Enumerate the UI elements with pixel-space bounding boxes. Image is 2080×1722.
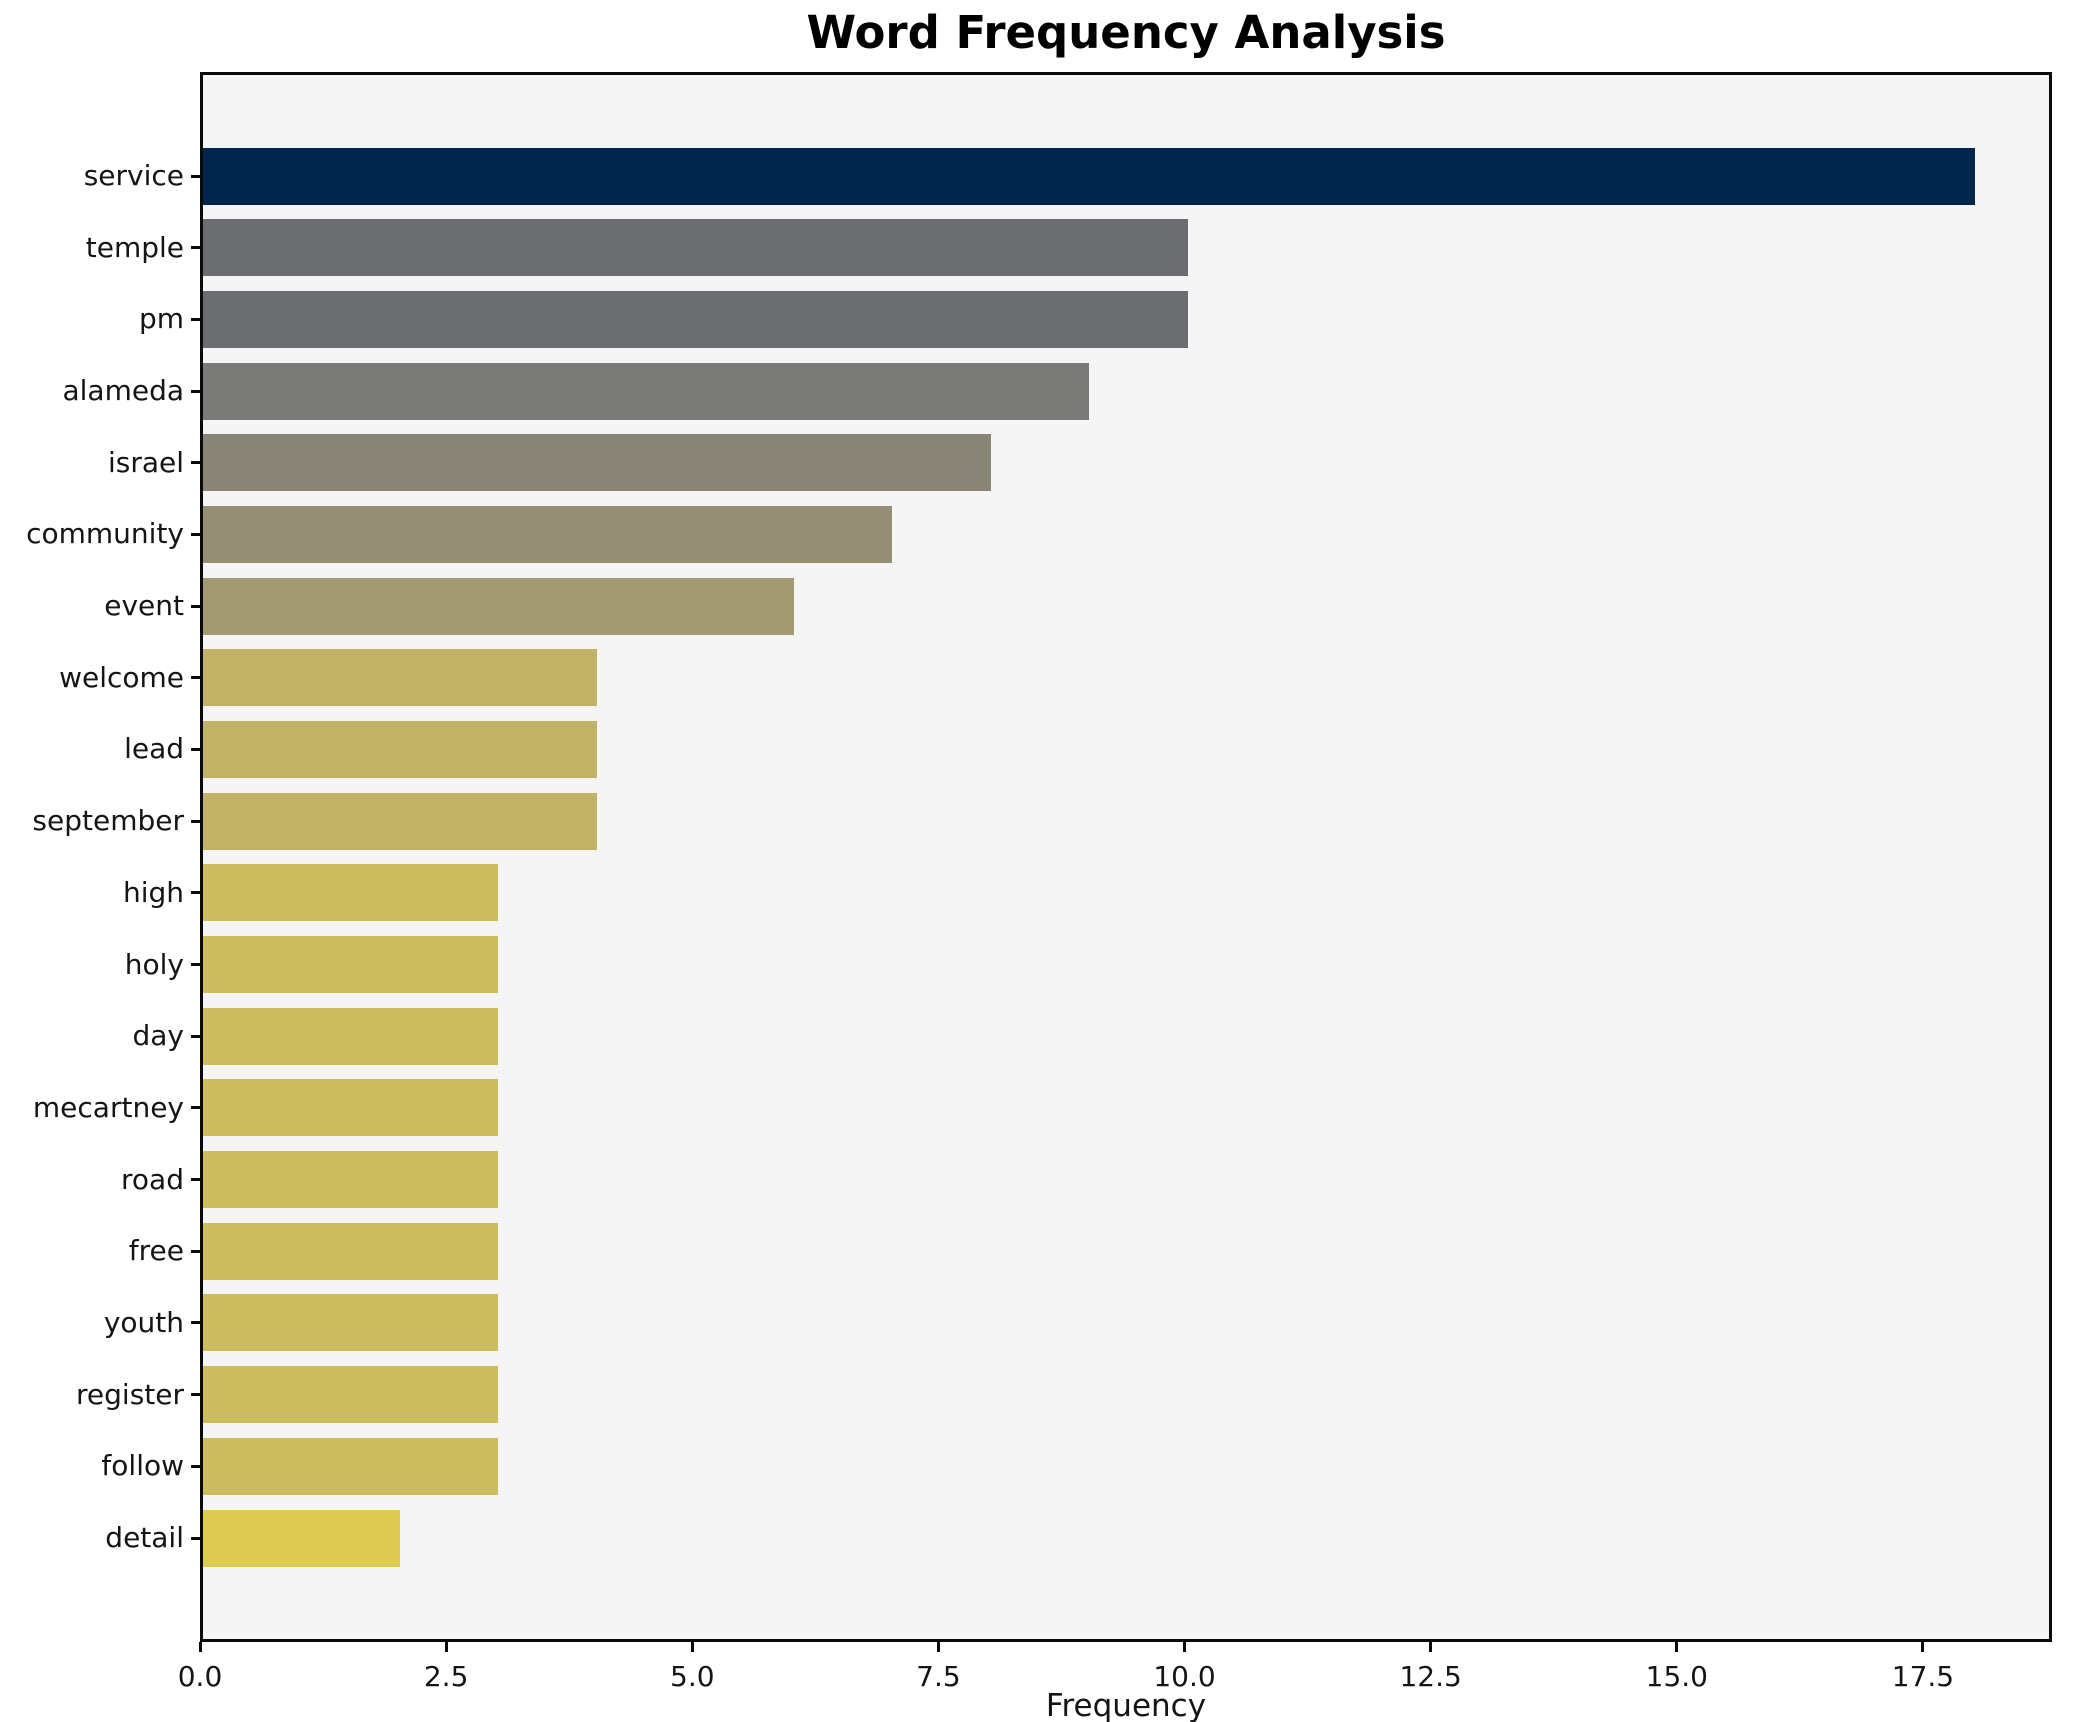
y-tick-mark [191,1464,200,1468]
x-tick-label-0.0: 0.0 [177,1660,223,1693]
y-tick-mark [191,246,200,250]
bar-lead [203,720,597,778]
y-tick-mark [191,963,200,967]
y-tick-label-high: high [122,875,184,909]
y-tick-mark [191,1321,200,1325]
bar-high [203,864,499,922]
y-tick-mark [191,389,200,393]
y-tick-mark [191,1393,200,1397]
x-tick-label-5.0: 5.0 [670,1660,715,1693]
y-tick-label-service: service [83,159,184,192]
x-tick-label-15.0: 15.0 [1645,1660,1708,1693]
x-tick-label-12.5: 12.5 [1399,1660,1462,1693]
bar-day [203,1007,499,1065]
bar-register [203,1366,499,1424]
y-tick-mark [191,461,200,465]
bar-mecartney [203,1079,499,1137]
bar-alameda [203,362,1090,420]
y-tick-mark [191,1536,200,1540]
y-tick-mark [191,174,200,178]
bar-event [203,577,794,635]
y-tick-mark [191,532,200,536]
bar-temple [203,219,1188,277]
bar-welcome [203,649,597,707]
y-tick-label-community: community [26,517,184,551]
y-tick-label-detail: detail [105,1521,184,1554]
x-tick-mark [198,1642,202,1652]
y-tick-mark [191,819,200,823]
x-tick-label-17.5: 17.5 [1891,1660,1955,1693]
y-tick-label-free: free [128,1234,184,1268]
y-tick-label-road: road [121,1162,184,1196]
bar-service [203,147,1976,205]
x-tick-label-10.0: 10.0 [1153,1660,1216,1693]
x-tick-label-7.5: 7.5 [916,1660,961,1693]
y-tick-label-welcome: welcome [59,660,184,694]
chart-title: Word Frequency Analysis [806,6,1446,59]
bar-israel [203,434,991,492]
y-tick-mark [191,1106,200,1110]
bar-road [203,1151,499,1209]
y-tick-mark [191,1034,200,1038]
x-tick-label-2.5: 2.5 [423,1660,469,1693]
bar-september [203,792,597,850]
y-tick-label-temple: temple [85,230,184,264]
y-tick-label-lead: lead [124,732,184,766]
x-tick-mark [1921,1642,1925,1652]
x-tick-mark [936,1642,940,1652]
bar-follow [203,1437,499,1495]
y-tick-label-alameda: alameda [62,374,184,408]
y-tick-label-event: event [104,589,184,623]
y-tick-mark [191,747,200,751]
x-tick-mark [690,1642,694,1652]
y-tick-label-september: september [32,804,184,838]
y-tick-label-mecartney: mecartney [32,1090,184,1124]
y-tick-label-holy: holy [124,947,184,981]
bar-free [203,1222,499,1280]
x-tick-mark [1183,1642,1187,1652]
y-tick-mark [191,1249,200,1253]
y-tick-label-youth: youth [103,1305,184,1339]
x-tick-mark [444,1642,448,1652]
bar-community [203,505,893,563]
y-tick-label-register: register [76,1377,184,1411]
y-tick-label-day: day [132,1019,184,1053]
y-tick-mark [191,891,200,895]
x-tick-mark [1675,1642,1679,1652]
y-tick-mark [191,604,200,608]
bar-pm [203,290,1188,348]
y-tick-mark [191,317,200,321]
y-tick-label-follow: follow [101,1449,184,1483]
x-axis-title: Frequency [1045,1688,1207,1722]
bar-youth [203,1294,499,1352]
bar-detail [203,1509,400,1567]
y-tick-mark [191,1178,200,1182]
y-tick-label-pm: pm [138,302,184,336]
y-tick-mark [191,676,200,680]
y-tick-label-israel: israel [107,445,184,479]
x-tick-mark [1429,1642,1433,1652]
bar-holy [203,936,499,994]
plot-area [200,72,2052,1642]
